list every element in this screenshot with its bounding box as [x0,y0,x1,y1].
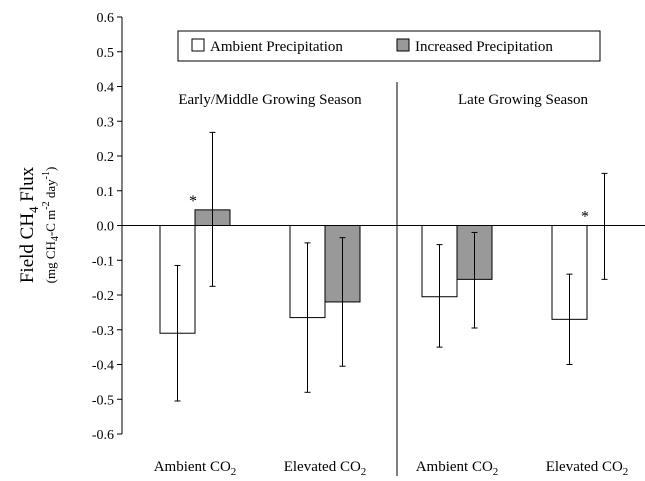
legend-swatch-ambient-precipitation [191,38,205,52]
panel-label-late: Late Growing Season [458,92,588,108]
y-tick-label: 0.2 [97,150,115,165]
y-tick-label: 0.3 [97,115,115,130]
y-tick-label: 0.5 [97,46,115,61]
bar-layer [159,131,608,402]
y-axis-title-units: (mg CH4-C m-2 day-1) [41,167,61,284]
label-layer: 0.6 0.5 0.4 0.3 0.2 0.1 0.0 -0.1 -0.2 -0.3 -0.4 -0.… [92,11,629,478]
y-axis-title-main: Field CH4 Flux [17,166,41,283]
y-tick-label: -0.3 [92,324,114,339]
legend-swatch-increased-precipitation [396,38,410,52]
y-tick-label: -0.2 [92,289,114,304]
panel-label-early-middle: Early/Middle Growing Season [178,92,362,108]
x-category-label: Ambient CO2 [416,459,499,476]
legend-label-ambient-precipitation: Ambient Precipitation [210,39,343,55]
y-tick-label: 0.0 [97,220,115,235]
legend-box [177,30,601,62]
x-category-label: Elevated CO2 [284,459,367,476]
y-tick-label: -0.5 [92,393,114,408]
x-category-label: Elevated CO2 [546,459,629,476]
y-tick-label: -0.6 [92,428,114,443]
significance-marker: * [189,193,197,210]
y-axis-title: Field CH4 Flux (mg CH4-C m-2 day-1) [17,166,61,283]
x-category-label: Ambient CO2 [154,459,237,476]
legend-label-increased-precipitation: Increased Precipitation [415,39,553,55]
significance-marker: * [581,209,589,226]
y-tick-label: 0.1 [97,185,115,200]
y-tick-label: -0.4 [92,359,114,374]
y-tick-label: -0.1 [92,254,114,269]
legend: Ambient Precipitation Increased Precipit… [177,30,601,62]
y-tick-label: 0.4 [97,81,115,96]
y-tick-label: 0.6 [97,11,115,26]
